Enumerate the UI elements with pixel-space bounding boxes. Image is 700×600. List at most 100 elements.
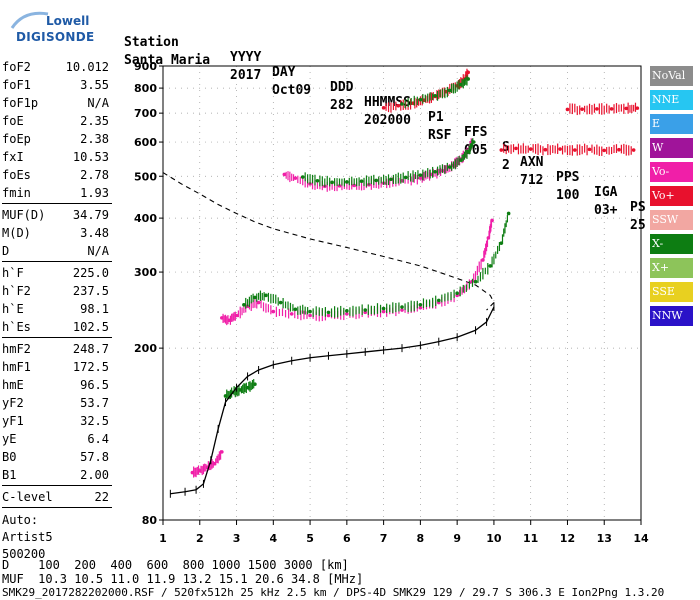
param-group-profile: hmF2 248.7 hmF1 172.5 hmE 96.5 yF2 53.7 yF1 3… <box>2 340 112 484</box>
echo-point <box>543 147 548 152</box>
param-value: 237.5 <box>72 284 109 298</box>
echo-point <box>433 170 437 174</box>
param-row: h`Es 102.5 <box>2 318 112 336</box>
param-key: M(D) <box>2 226 31 240</box>
param-value: N/A <box>87 96 109 110</box>
y-tick-label: 900 <box>134 60 157 73</box>
param-value: 172.5 <box>72 360 109 374</box>
hdr-value-ddd: 282 <box>330 98 354 113</box>
param-key: B1 <box>2 468 17 482</box>
echo-point <box>499 148 504 152</box>
echo-point <box>631 148 636 152</box>
echo-point <box>363 308 368 312</box>
param-row: foEp 2.38 <box>2 130 112 148</box>
echo-point <box>595 107 599 111</box>
param-key: h`E <box>2 302 24 316</box>
divider <box>2 337 112 338</box>
echo-point <box>466 77 470 81</box>
x-tick-label: 4 <box>269 532 277 545</box>
y-tick-label: 700 <box>134 107 157 120</box>
hdr-label-p1: P1 <box>428 110 444 125</box>
legend-item-nnw: NNW <box>650 306 693 326</box>
echo-point <box>400 305 404 309</box>
logo-swoosh-icon <box>10 11 49 29</box>
legend-item-vo-plus: Vo+ <box>650 186 693 206</box>
echo-point <box>514 146 518 151</box>
param-value: 22 <box>94 490 109 504</box>
echo-point <box>381 106 386 110</box>
hdr-value-iga: 03+ <box>594 203 618 218</box>
param-key: foEp <box>2 132 31 146</box>
echo-point <box>433 93 437 98</box>
echo-point <box>403 175 408 180</box>
hdr-value-s: 2 <box>502 158 510 173</box>
legend-item-w: W <box>650 138 693 158</box>
echo-point <box>253 382 257 387</box>
param-value: 10.53 <box>72 150 109 164</box>
echo-point <box>345 312 349 316</box>
echo-point <box>242 302 246 307</box>
param-value: 53.7 <box>80 396 109 410</box>
legend-item-vo-minus: Vo- <box>650 162 693 182</box>
echo-point <box>374 178 379 183</box>
echo-point <box>300 175 305 179</box>
echo-point <box>278 300 283 305</box>
param-value: 225.0 <box>72 266 109 280</box>
legend-item-x-plus: X+ <box>650 258 693 278</box>
echo-point <box>436 298 441 303</box>
hdr-label-ffs: FFS <box>464 125 488 140</box>
echo-point <box>381 309 386 314</box>
echo-point <box>345 180 349 184</box>
echo-point <box>337 184 342 188</box>
divider <box>2 485 112 486</box>
echo-point <box>602 148 607 153</box>
echo-point <box>580 107 584 111</box>
echo-point <box>308 313 312 318</box>
echo-point <box>256 300 261 305</box>
legend-item-e: E <box>650 114 693 134</box>
hdr-label-axn: AXN <box>520 155 544 170</box>
x-tick-label: 3 <box>233 532 241 545</box>
param-value: 2.38 <box>80 132 109 146</box>
param-value: 57.8 <box>80 450 109 464</box>
echo-point <box>418 173 423 177</box>
param-key: yF1 <box>2 414 24 428</box>
param-row: hmF2 248.7 <box>2 340 112 358</box>
divider <box>2 261 112 262</box>
y-tick-label: 200 <box>134 342 157 355</box>
param-value: N/A <box>87 244 109 258</box>
param-value: 2.00 <box>80 468 109 482</box>
param-value: 1.93 <box>80 186 109 200</box>
echo-point <box>389 177 393 182</box>
x-tick-label: 12 <box>560 532 575 545</box>
echo-point <box>359 179 364 183</box>
param-row: hmF1 172.5 <box>2 358 112 376</box>
echo-point <box>220 450 224 454</box>
hdr-value-ps: 25 <box>630 218 646 233</box>
y-tick-label: 500 <box>134 170 157 183</box>
param-group-frequencies: foF2 10.012 foF1 3.55 foF1p N/A foE 2.35 foE… <box>2 58 112 202</box>
echo-point <box>271 309 276 314</box>
hdr-label-ps: PS <box>630 200 646 215</box>
legend-item-x-minus: X- <box>650 234 693 254</box>
legend-item-nne: NNE <box>650 90 693 110</box>
param-value: 98.1 <box>80 302 109 316</box>
divider <box>2 203 112 204</box>
param-row: foE 2.35 <box>2 112 112 130</box>
x-tick-label: 6 <box>343 532 351 545</box>
param-row: hmE 96.5 <box>2 376 112 394</box>
param-value: 248.7 <box>72 342 109 356</box>
muf-dashed-curve <box>162 172 495 311</box>
param-row: foF2 10.012 <box>2 58 112 76</box>
grid-layer <box>162 65 642 521</box>
param-value: 3.48 <box>80 226 109 240</box>
echo-point <box>490 218 494 223</box>
param-key: foF1p <box>2 96 39 110</box>
param-row: MUF(D) 34.79 <box>2 206 112 224</box>
echo-point <box>400 308 404 312</box>
x-tick-label: 8 <box>417 532 425 545</box>
param-row: h`F2 237.5 <box>2 282 112 300</box>
hdr-value-pps: 100 <box>556 188 580 203</box>
param-row: fmin 1.93 <box>2 184 112 202</box>
